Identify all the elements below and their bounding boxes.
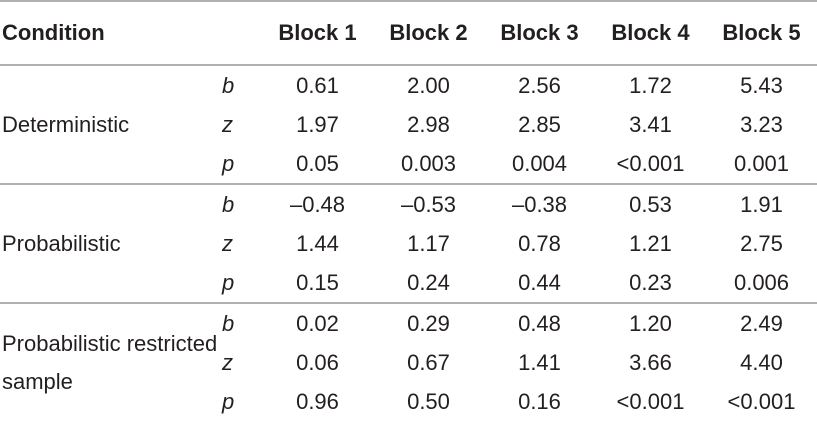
table-cell: 3.66: [629, 349, 672, 375]
table-row: p 0.15 0.24 0.44 0.23 0.006: [0, 263, 817, 303]
table-cell: 0.02: [296, 310, 339, 336]
table-cell: 5.43: [740, 72, 783, 98]
table-cell: 2.49: [740, 310, 783, 336]
table-cell: 2.98: [407, 111, 450, 137]
table-cell: 0.16: [518, 388, 561, 414]
table-cell: 2.00: [407, 72, 450, 98]
stat-label: z: [222, 111, 233, 137]
table-cell: 0.06: [296, 349, 339, 375]
condition-header: Condition: [2, 20, 105, 45]
stat-header: [222, 1, 262, 65]
condition-group: Deterministic b 0.61 2.00 2.56 1.72 5.43…: [0, 65, 817, 184]
table-row: Deterministic b 0.61 2.00 2.56 1.72 5.43: [0, 65, 817, 137]
table-cell: 0.48: [518, 310, 561, 336]
table-cell: 0.001: [733, 150, 790, 176]
table-cell: <0.001: [616, 150, 685, 176]
stat-label: b: [222, 310, 235, 336]
table-cell: 3.23: [740, 111, 783, 137]
table-cell: <0.001: [727, 388, 796, 414]
table-cell: 0.50: [407, 388, 450, 414]
table-cell: 0.53: [629, 191, 672, 217]
table-row: p 0.05 0.003 0.004 <0.001 0.001: [0, 144, 817, 184]
stat-label: z: [222, 230, 233, 256]
stat-label: p: [222, 269, 235, 295]
table-cell: 0.78: [518, 230, 561, 256]
table-cell: 1.20: [629, 310, 672, 336]
stat-label: p: [222, 388, 235, 414]
table-cell: –0.38: [511, 191, 568, 217]
header-row: Condition Block 1 Block 2 Block 3 Block …: [0, 1, 817, 65]
table-row: z 1.44 1.17 0.78 1.21 2.75: [0, 224, 817, 263]
block-header: Block 1: [278, 20, 357, 45]
table-cell: 0.96: [296, 388, 339, 414]
table-cell: 0.29: [407, 310, 450, 336]
table-row: Probabilistic restricted sample b 0.02 0…: [0, 303, 817, 394]
condition-label: Probabilistic: [2, 230, 121, 256]
table-cell: 0.24: [407, 269, 450, 295]
block-header: Block 4: [611, 20, 690, 45]
table-cell: –0.53: [400, 191, 457, 217]
stat-label: b: [222, 191, 235, 217]
table-row: z 0.06 0.67 1.41 3.66 4.40: [0, 343, 817, 382]
condition-group: Probabilistic restricted sample b 0.02 0…: [0, 303, 817, 421]
table-cell: 1.41: [518, 349, 561, 375]
table-cell: 1.44: [296, 230, 339, 256]
condition-label: Probabilistic restricted sample: [2, 330, 218, 394]
table-row: z 1.97 2.98 2.85 3.41 3.23: [0, 105, 817, 144]
table-cell: 1.97: [296, 111, 339, 137]
stat-label: p: [222, 150, 235, 176]
table-cell: 0.15: [296, 269, 339, 295]
table-cell: <0.001: [616, 388, 685, 414]
table-row: p 0.96 0.50 0.16 <0.001 <0.001: [0, 382, 817, 421]
stat-label: z: [222, 349, 233, 375]
table-cell: 0.61: [296, 72, 339, 98]
table-cell: 2.85: [518, 111, 561, 137]
table-cell: 4.40: [740, 349, 783, 375]
table-cell: 1.72: [629, 72, 672, 98]
stat-label: b: [222, 72, 235, 98]
table-cell: 1.21: [629, 230, 672, 256]
table-cell: 0.004: [511, 150, 568, 176]
block-header: Block 2: [389, 20, 468, 45]
table-cell: –0.48: [289, 191, 346, 217]
table-cell: 0.003: [400, 150, 457, 176]
table-cell: 2.75: [740, 230, 783, 256]
condition-group: Probabilistic b –0.48 –0.53 –0.38 0.53 1…: [0, 184, 817, 303]
table-cell: 1.17: [407, 230, 450, 256]
table-cell: 0.23: [629, 269, 672, 295]
block-header: Block 3: [500, 20, 579, 45]
table-cell: 3.41: [629, 111, 672, 137]
table-row: Probabilistic b –0.48 –0.53 –0.38 0.53 1…: [0, 184, 817, 256]
table-cell: 0.67: [407, 349, 450, 375]
condition-label: Deterministic: [2, 111, 130, 137]
table-cell: 0.44: [518, 269, 561, 295]
table-cell: 2.56: [518, 72, 561, 98]
block-header: Block 5: [722, 20, 801, 45]
table-cell: 0.006: [733, 269, 790, 295]
table-cell: 1.91: [740, 191, 783, 217]
table-cell: 0.05: [296, 150, 339, 176]
